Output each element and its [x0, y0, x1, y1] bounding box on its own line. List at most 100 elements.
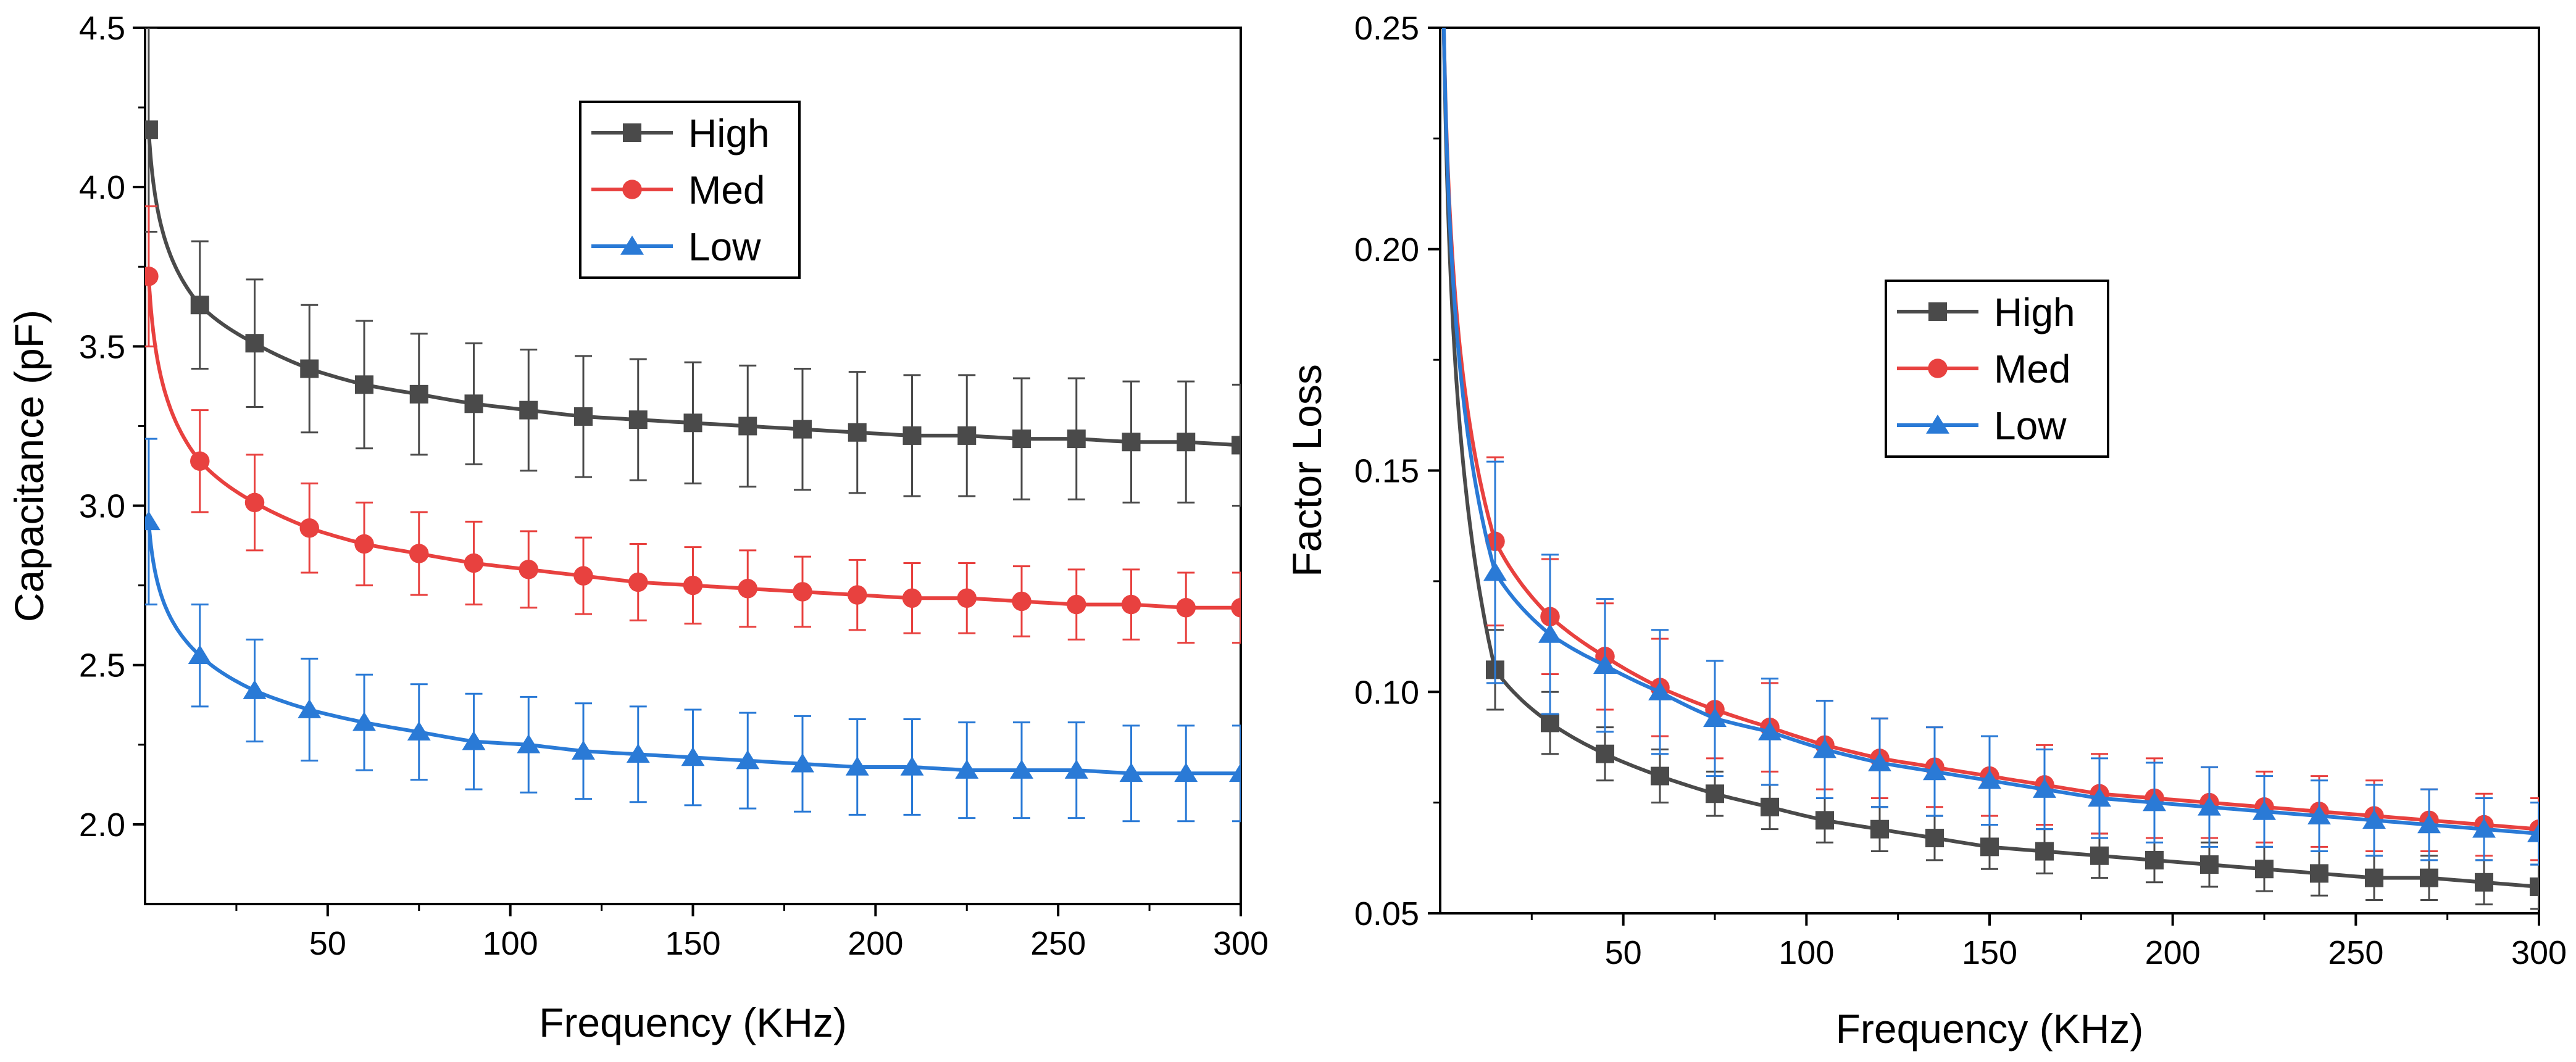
series-line [1441, 28, 2539, 836]
data-point [902, 588, 922, 608]
data-point [738, 417, 757, 436]
data-point [1010, 759, 1033, 779]
y-axis-title: Capacitance (pF) [6, 310, 52, 622]
data-point [1064, 759, 1088, 779]
data-point [1012, 429, 1031, 449]
data-point [1541, 713, 1559, 732]
data-point [2365, 868, 2383, 887]
data-point [2417, 814, 2441, 834]
data-point [2530, 877, 2539, 896]
series-line [146, 130, 1241, 447]
data-point [145, 267, 159, 286]
data-point [1925, 829, 1944, 848]
legend: High Med Low [1885, 280, 2109, 458]
data-point [2200, 855, 2219, 874]
data-point [300, 359, 319, 378]
x-tick-label: 150 [1962, 934, 2017, 971]
data-point [1119, 763, 1143, 782]
data-point [574, 407, 593, 426]
data-point [1706, 784, 1724, 803]
data-point [2310, 864, 2328, 883]
x-axis-title: Frequency (KHz) [539, 1000, 847, 1045]
data-point [1231, 598, 1241, 618]
data-point [2143, 792, 2166, 811]
data-point [409, 544, 429, 563]
data-point [407, 721, 431, 740]
data-point [793, 582, 812, 602]
data-point [902, 426, 922, 445]
data-point [2307, 805, 2331, 824]
x-tick-label: 250 [2328, 934, 2383, 971]
data-point [2255, 860, 2274, 879]
x-tick-label: 200 [848, 925, 903, 962]
x-tick-label: 100 [483, 925, 538, 962]
data-point [1538, 623, 1562, 643]
data-point [1176, 598, 1196, 618]
series-line [1441, 28, 2539, 831]
data-point [626, 744, 650, 763]
data-point [683, 575, 703, 595]
data-point [2088, 787, 2111, 807]
y-tick-label: 0.25 [1354, 10, 1419, 47]
data-point [409, 384, 428, 404]
data-point [1012, 591, 1032, 612]
data-point [1761, 797, 1779, 816]
series-line [146, 521, 1241, 776]
data-point [957, 426, 977, 445]
data-point [681, 747, 705, 766]
data-point [2198, 796, 2221, 816]
data-point [519, 400, 538, 420]
data-point [1177, 433, 1196, 452]
data-point [354, 534, 374, 554]
data-point [2090, 846, 2109, 865]
data-point [957, 588, 977, 608]
data-point [355, 375, 373, 394]
data-point [1067, 594, 1086, 615]
legend-label: Med [1994, 347, 2071, 391]
x-tick-label: 50 [1605, 934, 1642, 971]
data-point [352, 711, 376, 731]
data-point [1174, 763, 1198, 782]
data-point [188, 644, 212, 665]
legend-label: Low [1994, 404, 2067, 448]
data-point [1813, 739, 1836, 758]
x-tick-label: 300 [1213, 925, 1269, 962]
y-tick-label: 3.0 [79, 488, 125, 525]
data-point [299, 518, 319, 538]
y-tick-label: 2.0 [79, 807, 125, 844]
legend-label: High [688, 111, 770, 156]
data-point [2420, 868, 2438, 887]
data-point [2035, 842, 2054, 861]
data-point [190, 451, 210, 471]
data-point [1923, 761, 1946, 781]
data-point [1703, 708, 1727, 728]
series-med [145, 205, 1241, 644]
data-point [2527, 823, 2539, 842]
data-point [2033, 778, 2056, 798]
legend: High Med Low [579, 101, 801, 279]
legend-label: High [1994, 290, 2075, 334]
series-high [1441, 28, 2539, 910]
data-point [628, 410, 648, 429]
data-point [1870, 819, 1889, 839]
data-point [1651, 766, 1669, 786]
y-tick-label: 3.5 [79, 328, 125, 365]
x-tick-label: 200 [2145, 934, 2201, 971]
data-point [1758, 721, 1782, 740]
legend-marker [1928, 302, 1947, 321]
data-point [462, 731, 486, 750]
data-point [1648, 681, 1672, 701]
data-point [2145, 850, 2164, 869]
data-point [683, 413, 702, 433]
data-point [519, 560, 538, 579]
data-point [245, 334, 264, 353]
data-point [573, 566, 593, 586]
data-point [464, 553, 484, 573]
legend-marker [620, 235, 644, 255]
y-axis-title: Factor Loss [1284, 364, 1330, 577]
data-point [1232, 436, 1241, 455]
data-point [243, 679, 267, 699]
y-tick-label: 0.15 [1354, 453, 1419, 490]
